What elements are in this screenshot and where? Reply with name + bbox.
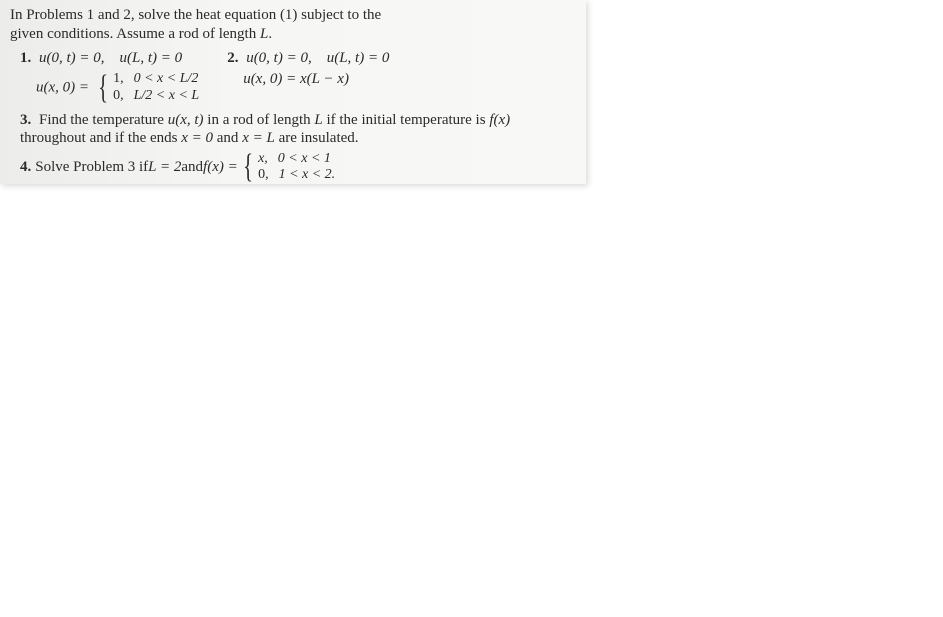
p4-fx: f(x) = — [203, 159, 238, 176]
p4-case1: x, 0 < x < 1 — [258, 151, 335, 167]
p4-text-a: Solve Problem 3 if — [35, 159, 148, 176]
p3-text-d: throughout and if the ends — [20, 130, 181, 146]
p1-ic-prefix: u(x, 0) = — [36, 79, 93, 95]
p1-case1: 1, 0 < x < L/2 — [113, 71, 199, 87]
intro-line2a: given conditions. Assume a rod of length — [10, 26, 260, 42]
problem-3: 3. Find the temperature u(x, t) in a rod… — [20, 111, 578, 149]
p4-case2-cond: 1 < x < 2. — [279, 167, 336, 183]
p3-text-c: if the initial temperature is — [323, 112, 490, 128]
p3-fx: f(x) — [489, 112, 510, 128]
p2-ic: u(x, 0) = x(L − x) — [243, 71, 349, 87]
p3-text-b: in a rod of length — [204, 112, 315, 128]
intro-line1: In Problems 1 and 2, solve the heat equa… — [10, 7, 381, 23]
p1-ic-line: u(x, 0) = { 1, 0 < x < L/2 0, L/2 < x < … — [36, 71, 199, 105]
p1-case1-cond: 0 < x < L/2 — [134, 71, 199, 87]
problems-1-2-row: 1. u(0, t) = 0, u(L, t) = 0 u(x, 0) = { … — [20, 50, 586, 105]
p4-cases: x, 0 < x < 1 0, 1 < x < 2. — [258, 151, 335, 183]
p3-text-a: Find the temperature — [39, 112, 168, 128]
p3-x0: x = 0 — [181, 130, 213, 146]
p1-case1-val: 1, — [113, 71, 124, 87]
p4-text-b: and — [181, 159, 203, 176]
p2-number: 2. — [227, 50, 238, 66]
p1-cases: 1, 0 < x < L/2 0, L/2 < x < L — [113, 71, 199, 103]
p1-case2-cond: L/2 < x < L — [134, 88, 200, 104]
left-brace-icon: { — [243, 150, 253, 184]
p1-piecewise: { 1, 0 < x < L/2 0, L/2 < x < L — [93, 71, 199, 105]
intro-line2b: . — [268, 26, 272, 42]
p4-case1-val: x, — [258, 151, 268, 167]
textbook-page: In Problems 1 and 2, solve the heat equa… — [0, 0, 586, 184]
p1-case2: 0, L/2 < x < L — [113, 88, 199, 104]
p1-bc-line: 1. u(0, t) = 0, u(L, t) = 0 — [20, 50, 199, 67]
p3-xL: x = L — [242, 130, 275, 146]
p1-bc: u(0, t) = 0, u(L, t) = 0 — [39, 50, 182, 66]
p3-number: 3. — [20, 112, 31, 128]
p3-uxt: u(x, t) — [168, 112, 204, 128]
p1-case2-val: 0, — [113, 88, 124, 104]
p3-L: L — [314, 112, 322, 128]
p3-text-e: and — [213, 130, 242, 146]
instructions: In Problems 1 and 2, solve the heat equa… — [10, 6, 578, 44]
p2-bc: u(0, t) = 0, u(L, t) = 0 — [246, 50, 389, 66]
left-brace-icon: { — [98, 71, 108, 105]
p4-number: 4. — [20, 159, 31, 176]
p4-case2: 0, 1 < x < 2. — [258, 167, 335, 183]
p4-case1-cond: 0 < x < 1 — [278, 151, 331, 167]
p4-piecewise: { x, 0 < x < 1 0, 1 < x < 2. — [238, 150, 335, 184]
p4-Leq: L = 2 — [148, 159, 181, 176]
p2-ic-line: u(x, 0) = x(L − x) — [243, 71, 389, 88]
problem-1: 1. u(0, t) = 0, u(L, t) = 0 u(x, 0) = { … — [20, 50, 199, 105]
p3-text-f: are insulated. — [275, 130, 359, 146]
p1-number: 1. — [20, 50, 31, 66]
p4-case2-val: 0, — [258, 167, 269, 183]
p2-bc-line: 2. u(0, t) = 0, u(L, t) = 0 — [227, 50, 389, 67]
problem-2: 2. u(0, t) = 0, u(L, t) = 0 u(x, 0) = x(… — [227, 50, 389, 105]
problem-4: 4. Solve Problem 3 if L = 2 and f(x) = {… — [20, 150, 578, 184]
